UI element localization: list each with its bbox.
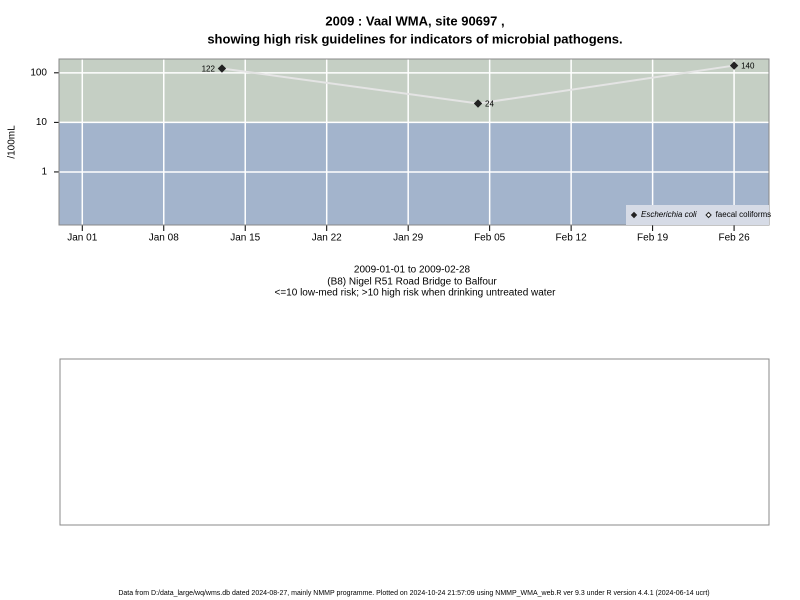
x-tick-label: Feb 05: [474, 233, 506, 244]
legend-box: [626, 205, 769, 225]
data-label: 24: [485, 100, 494, 109]
high-risk-band: [59, 59, 769, 123]
data-label: 140: [741, 62, 755, 71]
chart-title: 2009 : Vaal WMA, site 90697 ,: [325, 13, 504, 28]
legend-label: faecal coliforms: [716, 210, 772, 219]
x-tick-label: Jan 01: [67, 233, 97, 244]
empty-panel: [59, 358, 770, 526]
x-tick-label: Feb 12: [556, 233, 588, 244]
x-tick-label: Jan 22: [312, 233, 342, 244]
plot-frame: [58, 58, 770, 226]
subtitle: 2009-01-01 to 2009-02-28: [354, 265, 471, 276]
y-tick-label: 1: [41, 167, 47, 178]
x-tick-label: Jan 29: [393, 233, 423, 244]
chart-title-line-2: showing high risk guidelines for indicat…: [207, 31, 622, 46]
x-tick-label: Jan 08: [149, 233, 179, 244]
y-tick-label: 100: [30, 67, 47, 78]
data-point: [217, 64, 227, 73]
x-tick-label: Feb 26: [719, 233, 751, 244]
data-label: 122: [202, 65, 216, 74]
legend-marker: [630, 211, 638, 219]
x-tick-label: Feb 19: [637, 233, 669, 244]
legend-marker: [705, 211, 712, 219]
x-tick-label: Jan 15: [230, 233, 260, 244]
data-point: [473, 99, 483, 108]
data-point: [729, 61, 739, 70]
y-tick-label: 10: [36, 117, 48, 128]
legend-label: Escherichia coli: [641, 210, 697, 219]
subtitle: <=10 low-med risk; >10 high risk when dr…: [275, 288, 557, 299]
y-axis-label: /100mL: [7, 125, 18, 159]
footer: Data from D:/data_large/wq/wms.db dated …: [118, 590, 709, 597]
subtitle: (B8) Nigel R51 Road Bridge to Balfour: [327, 277, 497, 288]
